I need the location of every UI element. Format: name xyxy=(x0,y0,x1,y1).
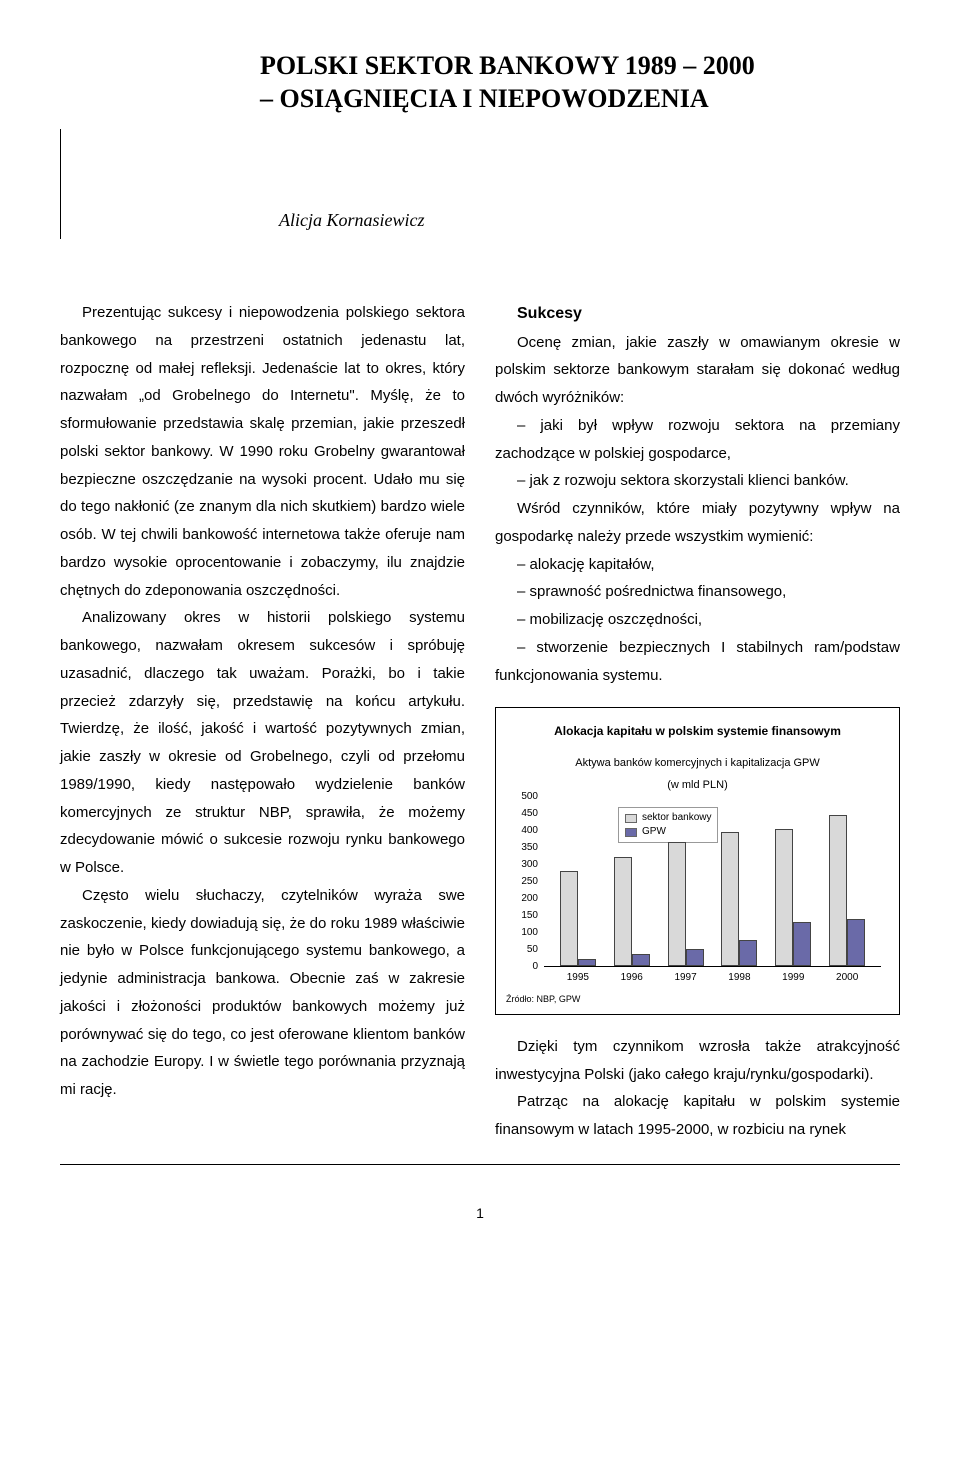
paragraph: Dzięki tym czynnikom wzrosła także atrak… xyxy=(495,1033,900,1089)
bar-bank xyxy=(775,829,793,967)
x-tick-label: 2000 xyxy=(827,969,867,988)
bar-bank xyxy=(560,871,578,966)
bar-group xyxy=(719,832,759,966)
chart-plot-area: sektor bankowy GPW 050100150200250300350… xyxy=(544,797,881,987)
y-tick-label: 500 xyxy=(521,788,538,807)
chart-source: Źródło: NBP, GPW xyxy=(506,991,889,1008)
y-tick-label: 300 xyxy=(521,856,538,875)
y-tick-label: 100 xyxy=(521,924,538,943)
bar-group xyxy=(558,871,598,966)
page-number: 1 xyxy=(60,1205,900,1221)
y-tick-label: 450 xyxy=(521,805,538,824)
x-tick-label: 1998 xyxy=(719,969,759,988)
right-column: Sukcesy Ocenę zmian, jakie zaszły w omaw… xyxy=(495,299,900,1144)
bar-gpw xyxy=(847,919,865,967)
bar-bank xyxy=(829,815,847,966)
chart-subtitle: Aktywa banków komercyjnych i kapitalizac… xyxy=(506,753,889,773)
article-title-line1: POLSKI SEKTOR BANKOWY 1989 – 2000 xyxy=(260,50,900,83)
bar-group xyxy=(827,815,867,966)
x-tick-label: 1999 xyxy=(773,969,813,988)
paragraph: Patrząc na alokację kapitału w polskim s… xyxy=(495,1088,900,1144)
list-item: – alokację kapitałów, xyxy=(495,551,900,579)
article-title-line2: – OSIĄGNIĘCIA I NIEPOWODZENIA xyxy=(260,83,900,116)
chart-title: Alokacja kapitału w polskim systemie fin… xyxy=(506,720,889,742)
x-tick-label: 1995 xyxy=(558,969,598,988)
x-tick-label: 1997 xyxy=(666,969,706,988)
list-item: – sprawność pośrednictwa finansowego, xyxy=(495,578,900,606)
y-tick-label: 350 xyxy=(521,839,538,858)
y-tick-label: 50 xyxy=(527,941,538,960)
chart-container: Alokacja kapitału w polskim systemie fin… xyxy=(495,707,900,1015)
two-column-layout: Prezentując sukcesy i niepowodzenia pols… xyxy=(60,299,900,1144)
chart-x-axis: 1995 1996 1997 1998 1999 2000 xyxy=(544,969,881,985)
bar-bank xyxy=(721,832,739,966)
chart-bars xyxy=(544,797,881,967)
list-item: – jaki był wpływ rozwoju sektora na prze… xyxy=(495,412,900,468)
list-item: – jak z rozwoju sektora skorzystali klie… xyxy=(495,467,900,495)
bar-bank xyxy=(668,842,686,966)
paragraph: Często wielu słuchaczy, czytelników wyra… xyxy=(60,882,465,1104)
y-tick-label: 0 xyxy=(532,958,538,977)
bar-group xyxy=(612,857,652,966)
bar-group xyxy=(666,842,706,966)
author-name: Alicja Kornasiewicz xyxy=(261,210,425,239)
y-tick-label: 150 xyxy=(521,907,538,926)
bar-bank xyxy=(614,857,632,966)
bar-gpw xyxy=(632,954,650,966)
y-tick-label: 200 xyxy=(521,890,538,909)
chart-y-axis: 050100150200250300350400450500 xyxy=(506,797,540,967)
bar-gpw xyxy=(578,959,596,966)
section-heading: Sukcesy xyxy=(495,299,900,329)
paragraph: Ocenę zmian, jakie zaszły w omawianym ok… xyxy=(495,329,900,412)
bar-group xyxy=(773,829,813,967)
left-column: Prezentując sukcesy i niepowodzenia pols… xyxy=(60,299,465,1144)
footer-rule xyxy=(60,1164,900,1165)
list-item: – stworzenie bezpiecznych I stabilnych r… xyxy=(495,634,900,690)
paragraph: Prezentując sukcesy i niepowodzenia pols… xyxy=(60,299,465,604)
y-tick-label: 400 xyxy=(521,822,538,841)
bar-gpw xyxy=(739,940,757,967)
x-tick-label: 1996 xyxy=(612,969,652,988)
list-item: – mobilizację oszczędności, xyxy=(495,606,900,634)
paragraph: Wśród czynników, które miały pozytywny w… xyxy=(495,495,900,551)
bar-gpw xyxy=(793,922,811,966)
paragraph: Analizowany okres w historii polskiego s… xyxy=(60,604,465,882)
y-tick-label: 250 xyxy=(521,873,538,892)
bar-gpw xyxy=(686,949,704,966)
chart-subtitle: (w mld PLN) xyxy=(506,775,889,795)
